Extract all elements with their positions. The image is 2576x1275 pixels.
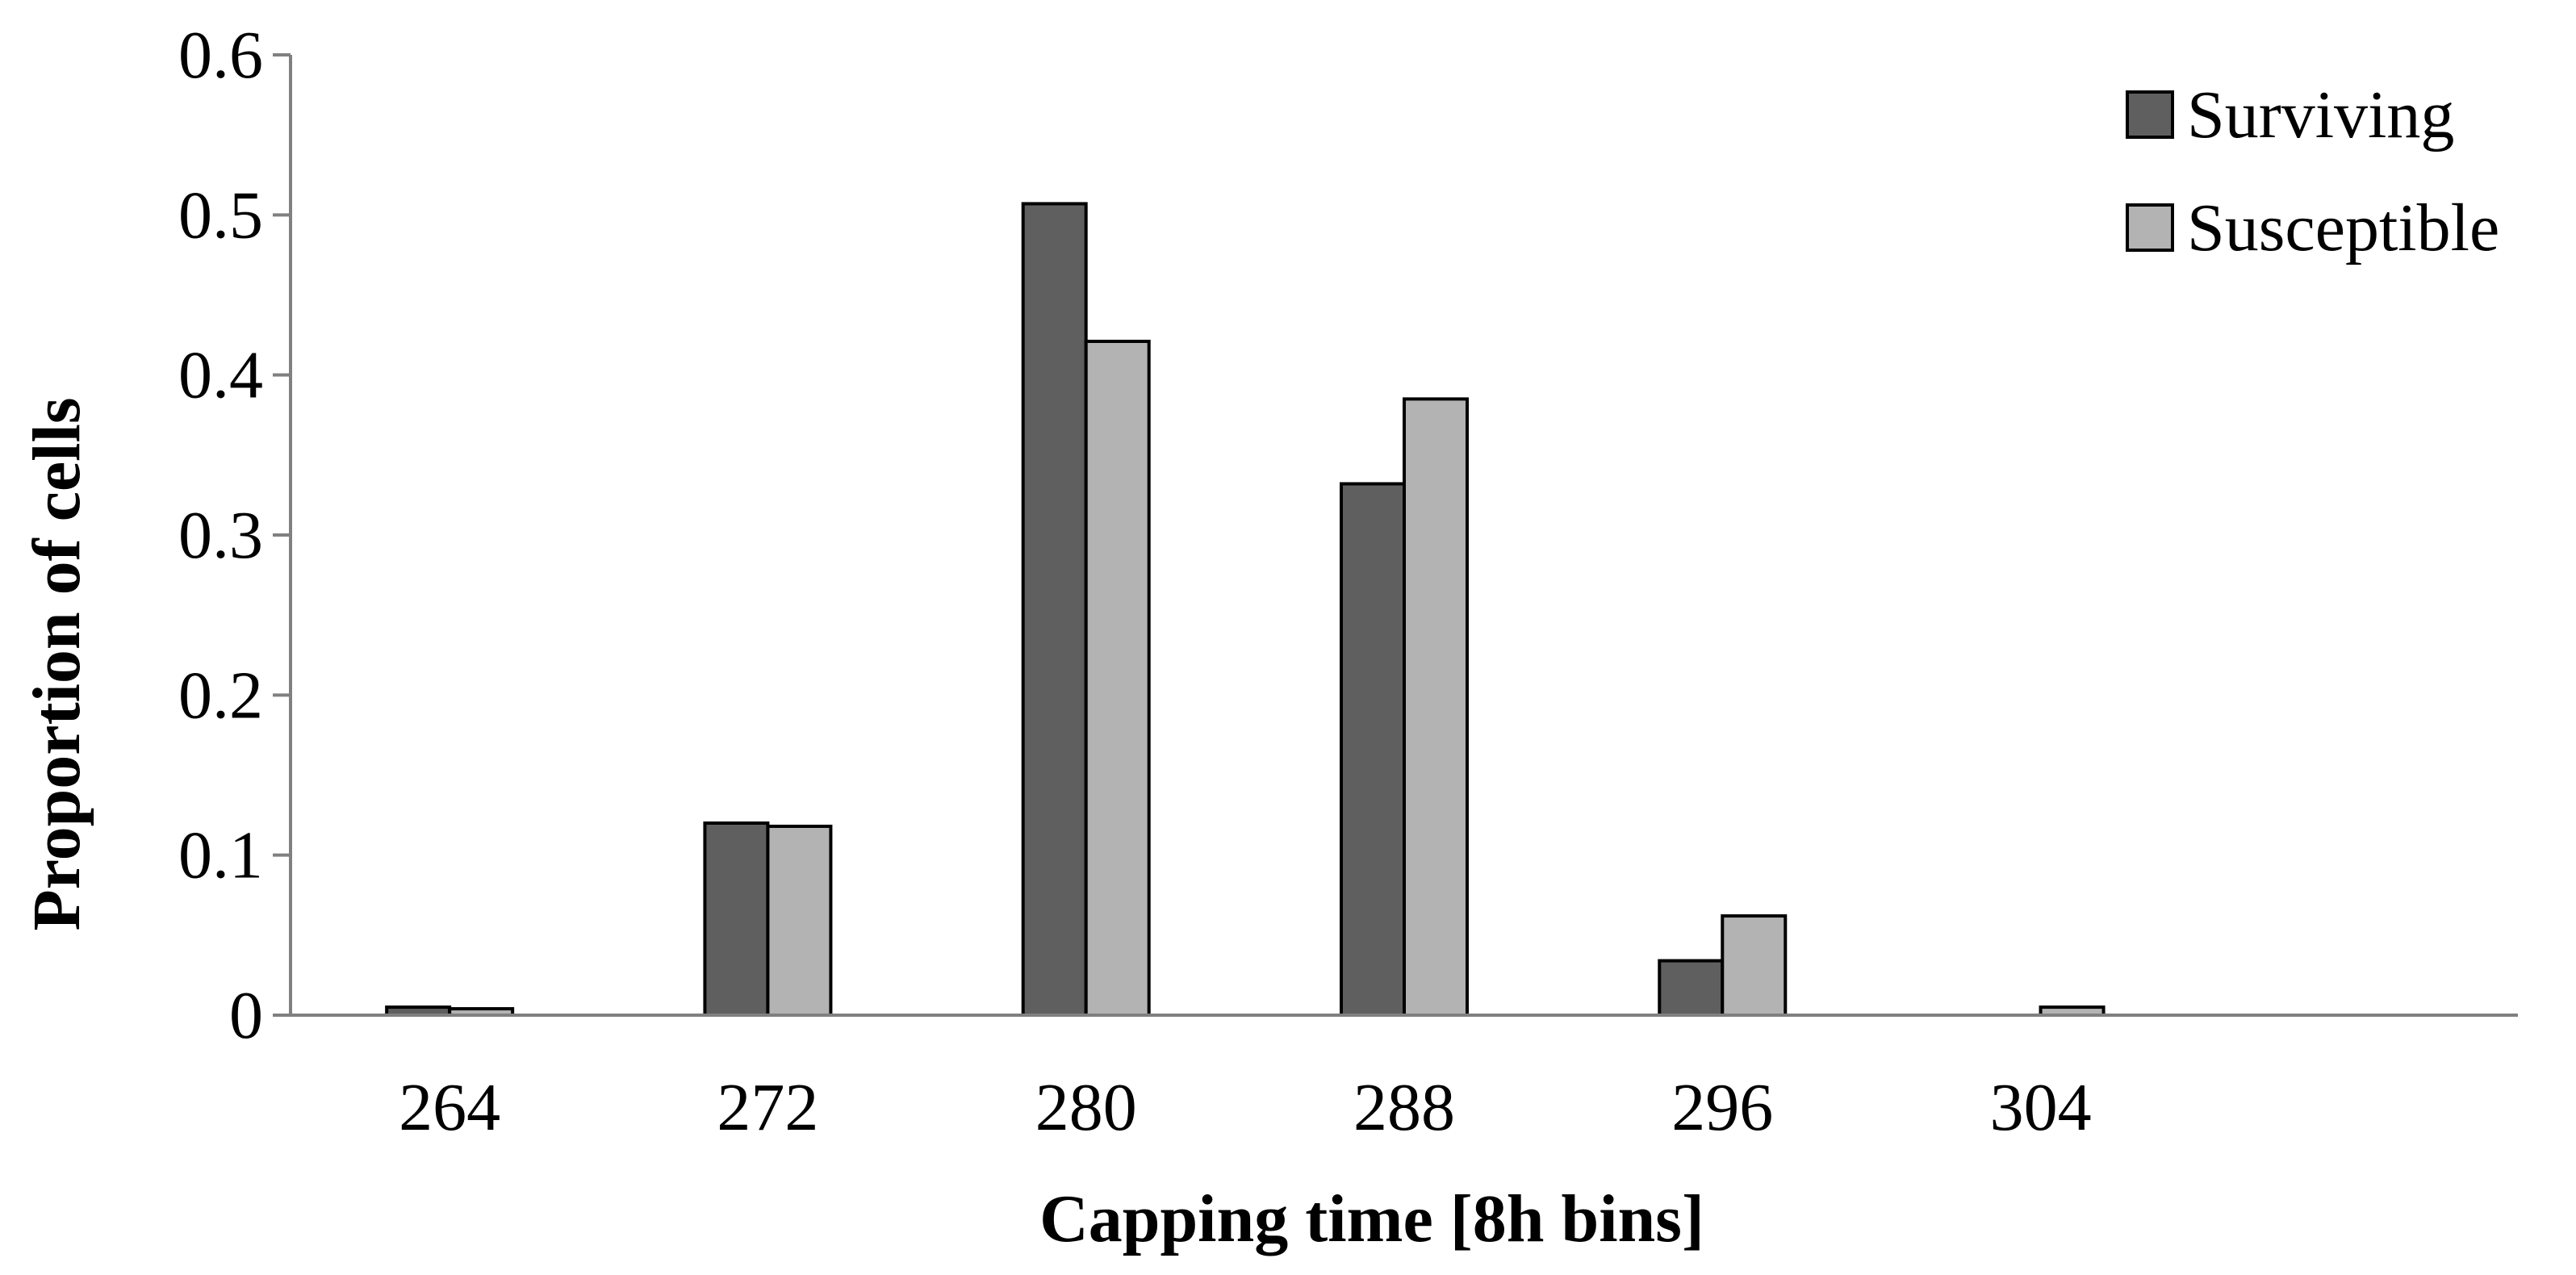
x-tick-label: 264 xyxy=(399,1070,500,1145)
legend-label-susceptible: Susceptible xyxy=(2187,190,2499,265)
x-axis-title: Capping time [8h bins] xyxy=(1039,1181,1704,1256)
y-axis-ticks: 0 0.1 0.2 0.3 0.4 0.5 0.6 xyxy=(178,18,291,1053)
bar-surviving-280 xyxy=(1021,202,1088,1017)
x-tick-label: 304 xyxy=(1990,1070,2092,1145)
y-tick-label: 0.1 xyxy=(178,818,263,893)
x-tick-label: 280 xyxy=(1035,1070,1137,1145)
bar-surviving-296 xyxy=(1658,959,1725,1017)
legend: Surviving Susceptible xyxy=(2126,77,2499,265)
bar-susceptible-280 xyxy=(1084,340,1151,1017)
x-tick-label: 288 xyxy=(1353,1070,1455,1145)
x-axis-ticks: 264 272 280 288 296 304 xyxy=(399,1070,2091,1145)
bar-susceptible-272 xyxy=(766,824,833,1018)
legend-swatch-susceptible xyxy=(2126,203,2174,252)
legend-label-surviving: Surviving xyxy=(2187,77,2454,153)
y-tick-label: 0.6 xyxy=(178,18,263,93)
y-tick-label: 0.5 xyxy=(178,178,263,253)
y-axis-title: Proportion of cells xyxy=(19,397,94,930)
y-tick-label: 0.4 xyxy=(178,338,263,413)
bar-surviving-272 xyxy=(703,821,770,1017)
bar-surviving-288 xyxy=(1340,482,1406,1017)
legend-swatch-surviving xyxy=(2126,90,2174,139)
x-tick-label: 296 xyxy=(1671,1070,1773,1145)
x-tick-label: 272 xyxy=(717,1070,818,1145)
y-tick-label: 0 xyxy=(229,978,263,1053)
bar-susceptible-288 xyxy=(1403,397,1469,1017)
y-tick-label: 0.3 xyxy=(178,498,263,573)
bar-susceptible-296 xyxy=(1721,914,1788,1017)
y-tick-label: 0.2 xyxy=(178,658,263,733)
